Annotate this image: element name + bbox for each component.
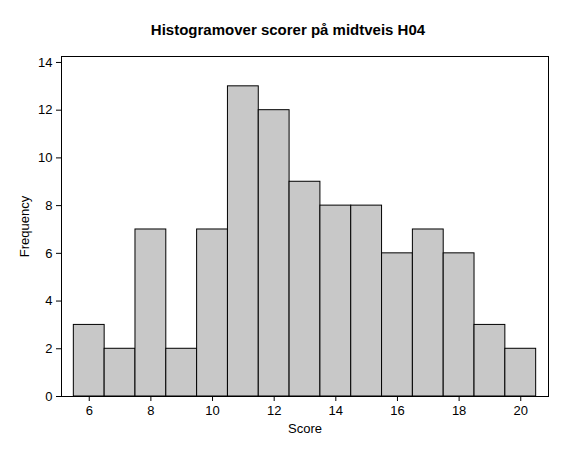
svg-text:8: 8 — [45, 198, 52, 213]
svg-text:14: 14 — [38, 55, 52, 70]
svg-text:0: 0 — [45, 389, 52, 404]
svg-text:Frequency: Frequency — [17, 195, 32, 257]
svg-text:10: 10 — [38, 150, 52, 165]
svg-text:4: 4 — [45, 293, 52, 308]
svg-text:6: 6 — [86, 403, 93, 418]
svg-text:12: 12 — [38, 102, 52, 117]
svg-text:14: 14 — [329, 403, 343, 418]
svg-text:18: 18 — [452, 403, 466, 418]
svg-text:20: 20 — [514, 403, 528, 418]
svg-text:16: 16 — [390, 403, 404, 418]
svg-text:8: 8 — [147, 403, 154, 418]
svg-text:Score: Score — [288, 421, 322, 436]
svg-text:12: 12 — [267, 403, 281, 418]
html-text:Histogramover scorer på midtve: Histogramover scorer på midtveis H04 — [150, 21, 426, 38]
svg-text:10: 10 — [205, 403, 219, 418]
svg-text:2: 2 — [45, 341, 52, 356]
svg-text:6: 6 — [45, 246, 52, 261]
